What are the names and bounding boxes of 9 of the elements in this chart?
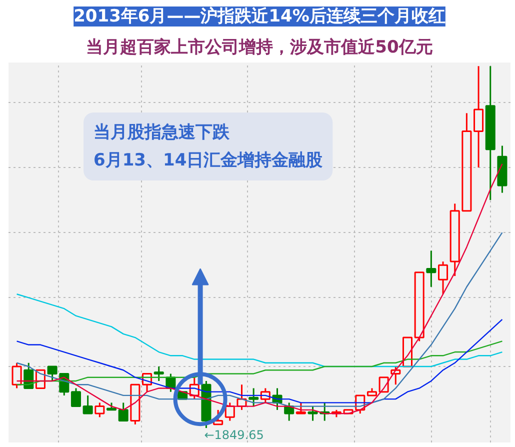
annotation: 当月股指急速下跌 6月13、14日汇金增持金融股 [94,122,324,170]
candlestick [450,202,460,277]
candlestick [497,144,508,194]
candlestick [485,65,496,201]
candlestick [474,65,484,168]
chart-title: 2013年6月——沪指跌近14%后连续三个月收红 [74,6,446,26]
chart-subtitle: 当月超百家上市公司增持，涉及市值近50亿元 [86,38,433,58]
candlestick [426,250,436,288]
annotation: ←1849.65 [204,428,264,442]
